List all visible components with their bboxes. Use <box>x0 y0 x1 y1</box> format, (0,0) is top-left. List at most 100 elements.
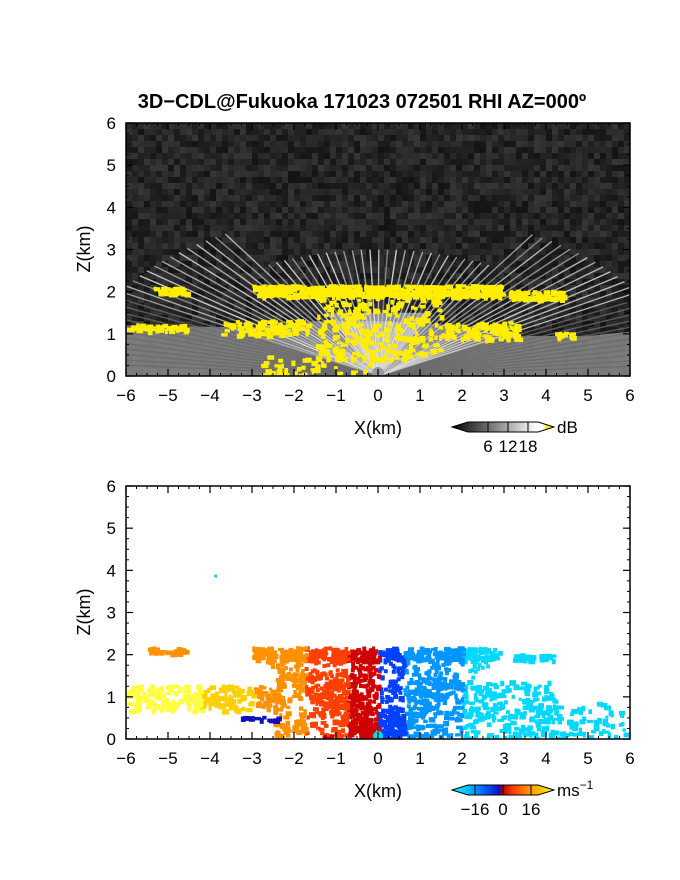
noise-cell <box>162 159 168 165</box>
cloud-layer-echo <box>348 292 352 297</box>
noise-cell <box>156 171 162 177</box>
noise-cell <box>498 201 504 207</box>
cloud-layer-echo <box>322 294 326 298</box>
cloud-layer-echo <box>348 286 353 293</box>
left-shelf-echo <box>300 326 306 331</box>
noise-cell <box>240 219 246 225</box>
mid-level-echo <box>371 329 378 333</box>
noise-cell <box>600 321 606 327</box>
noise-cell <box>414 147 420 153</box>
noise-cell <box>270 183 276 189</box>
noise-cell <box>210 135 216 141</box>
noise-cell <box>372 219 378 225</box>
noise-cell <box>348 237 354 243</box>
noise-cell <box>444 243 450 249</box>
noise-cell <box>606 321 612 327</box>
noise-cell <box>480 273 486 279</box>
noise-cell <box>264 195 270 201</box>
noise-cell <box>336 153 342 159</box>
noise-cell <box>354 183 360 189</box>
cloud-layer-echo <box>351 293 357 298</box>
noise-cell <box>336 225 342 231</box>
noise-cell <box>492 267 498 273</box>
noise-cell <box>288 129 294 135</box>
noise-cell <box>456 189 462 195</box>
surface-echo <box>298 373 306 376</box>
noise-cell <box>234 225 240 231</box>
noise-cell <box>138 213 144 219</box>
noise-cell <box>126 207 132 213</box>
noise-cell <box>312 213 318 219</box>
noise-cell <box>450 135 456 141</box>
noise-cell <box>486 129 492 135</box>
noise-cell <box>522 243 528 249</box>
noise-cell <box>312 135 318 141</box>
noise-cell <box>288 303 294 309</box>
noise-cell <box>474 243 480 249</box>
noise-cell <box>438 129 444 135</box>
noise-cell <box>216 285 222 291</box>
noise-cell <box>354 303 360 309</box>
noise-cell <box>534 153 540 159</box>
noise-cell <box>534 327 540 333</box>
cloud-layer-echo <box>354 284 362 288</box>
noise-cell <box>402 147 408 153</box>
noise-cell <box>330 219 336 225</box>
noise-cell <box>618 219 624 225</box>
noise-cell <box>492 195 498 201</box>
noise-cell <box>312 243 318 249</box>
noise-cell <box>468 165 474 171</box>
noise-cell <box>144 147 150 153</box>
noise-cell <box>300 165 306 171</box>
noise-cell <box>612 195 618 201</box>
noise-cell <box>312 189 318 195</box>
noise-cell <box>426 201 432 207</box>
noise-cell <box>402 219 408 225</box>
noise-cell <box>528 213 534 219</box>
noise-cell <box>402 267 408 273</box>
noise-cell <box>192 261 198 267</box>
noise-cell <box>576 213 582 219</box>
noise-cell <box>456 243 462 249</box>
cloud-layer-echo <box>331 284 337 288</box>
noise-cell <box>258 195 264 201</box>
noise-cell <box>600 171 606 177</box>
mid-level-echo <box>322 353 329 357</box>
noise-cell <box>210 249 216 255</box>
noise-cell <box>510 285 516 291</box>
noise-cell <box>354 207 360 213</box>
mid-level-echo <box>407 323 413 328</box>
noise-cell <box>330 225 336 231</box>
cloud-layer-echo <box>264 288 270 292</box>
cloud-layer-echo <box>489 289 494 294</box>
noise-cell <box>132 207 138 213</box>
noise-cell <box>318 147 324 153</box>
echo-top-left <box>184 291 191 298</box>
noise-cell <box>258 243 264 249</box>
noise-cell <box>432 279 438 285</box>
noise-cell <box>204 219 210 225</box>
beam-ray <box>126 299 379 376</box>
noise-cell <box>324 297 330 303</box>
noise-cell <box>282 261 288 267</box>
noise-cell <box>228 207 234 213</box>
cloud-layer-echo <box>492 293 499 299</box>
noise-cell <box>600 177 606 183</box>
noise-cell <box>534 207 540 213</box>
noise-cell <box>222 213 228 219</box>
mid-level-echo <box>361 301 365 306</box>
noise-cell <box>564 237 570 243</box>
noise-cell <box>282 123 288 129</box>
noise-cell <box>402 183 408 189</box>
noise-cell <box>264 165 270 171</box>
noise-cell <box>312 177 318 183</box>
noise-cell <box>618 309 624 315</box>
mid-level-echo <box>400 358 404 362</box>
noise-cell <box>144 261 150 267</box>
noise-cell <box>552 135 558 141</box>
noise-cell <box>426 243 432 249</box>
noise-cell <box>234 231 240 237</box>
noise-cell <box>558 141 564 147</box>
noise-cell <box>522 201 528 207</box>
noise-cell <box>396 147 402 153</box>
